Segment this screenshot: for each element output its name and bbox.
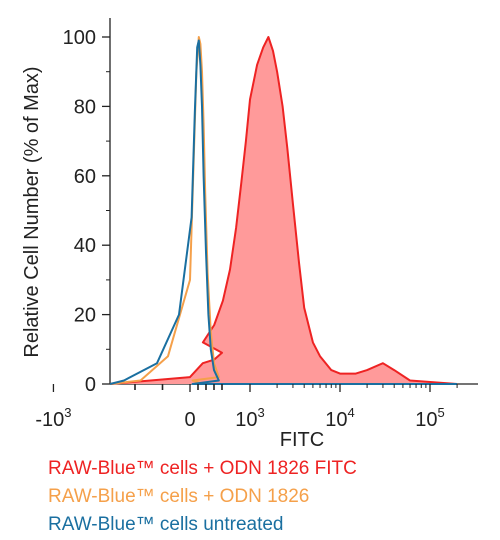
y-tick-label: 0	[85, 374, 96, 396]
x-tick-label: 104	[325, 405, 354, 431]
x-tick-label: 0	[184, 409, 195, 431]
legend-entry-untreated: RAW-Blue™ cells untreated	[48, 514, 284, 535]
y-tick-label: 100	[63, 27, 96, 49]
series-fill-2	[110, 37, 458, 384]
y-tick-label: 20	[74, 305, 96, 327]
series-line-1	[109, 36, 458, 385]
y-tick-label: 40	[74, 235, 96, 257]
y-axis-label: Relative Cell Number (% of Max)	[21, 66, 43, 357]
legend-entry-odn-1826-fitc: RAW-Blue™ cells + ODN 1826 FITC	[48, 458, 357, 479]
x-tick-label: 105	[415, 405, 444, 431]
legend-entry-odn-1826: RAW-Blue™ cells + ODN 1826	[48, 486, 310, 507]
y-tick-label: 80	[74, 96, 96, 118]
x-axis-label: FITC	[280, 429, 324, 451]
x-tick-label: -103	[35, 405, 71, 431]
series-line-0	[109, 39, 458, 385]
series-line-2	[109, 36, 458, 385]
y-tick-label: 60	[74, 166, 96, 188]
series-layer	[109, 36, 458, 385]
x-tick-label: 103	[235, 405, 264, 431]
axis-ticks: 0 20 40 60 80 100 -103 0 103 104 105	[35, 27, 458, 431]
